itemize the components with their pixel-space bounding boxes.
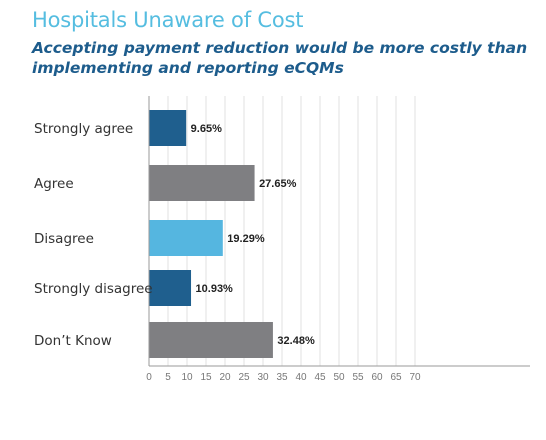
data-label: 27.65% [259, 178, 297, 190]
category-label: Strongly disagree [34, 281, 153, 297]
bar-2 [149, 165, 255, 201]
chart-subtitle: Accepting payment reduction would be mor… [32, 39, 528, 77]
x-tick-label: 40 [295, 372, 307, 383]
bar-3 [149, 220, 223, 256]
data-label: 19.29% [227, 233, 265, 245]
x-tick-label: 30 [257, 372, 269, 383]
data-label: 10.93% [196, 283, 234, 295]
category-label: Disagree [34, 231, 94, 247]
x-tick-label: 70 [409, 372, 421, 383]
x-tick-label: 25 [238, 372, 250, 383]
bar-4 [149, 270, 192, 306]
chart-title: Hospitals Unaware of Cost [32, 8, 304, 32]
category-label: Agree [34, 176, 74, 192]
bar-1 [149, 110, 187, 146]
x-tick-label: 0 [146, 372, 152, 383]
data-label: 32.48% [277, 335, 315, 347]
x-tick-label: 10 [181, 372, 193, 383]
x-tick-label: 5 [165, 372, 171, 383]
x-tick-label: 60 [371, 372, 383, 383]
x-tick-label: 50 [333, 372, 345, 383]
x-tick-label: 35 [276, 372, 288, 383]
x-tick-label: 55 [352, 372, 364, 383]
x-tick-label: 15 [200, 372, 212, 383]
x-tick-label: 20 [219, 372, 231, 383]
x-tick-label: 65 [390, 372, 402, 383]
category-label: Don’t Know [34, 333, 112, 349]
x-tick-label: 45 [314, 372, 326, 383]
data-label: 9.65% [191, 123, 222, 135]
bar-5 [149, 322, 273, 358]
category-label: Strongly agree [34, 121, 133, 137]
